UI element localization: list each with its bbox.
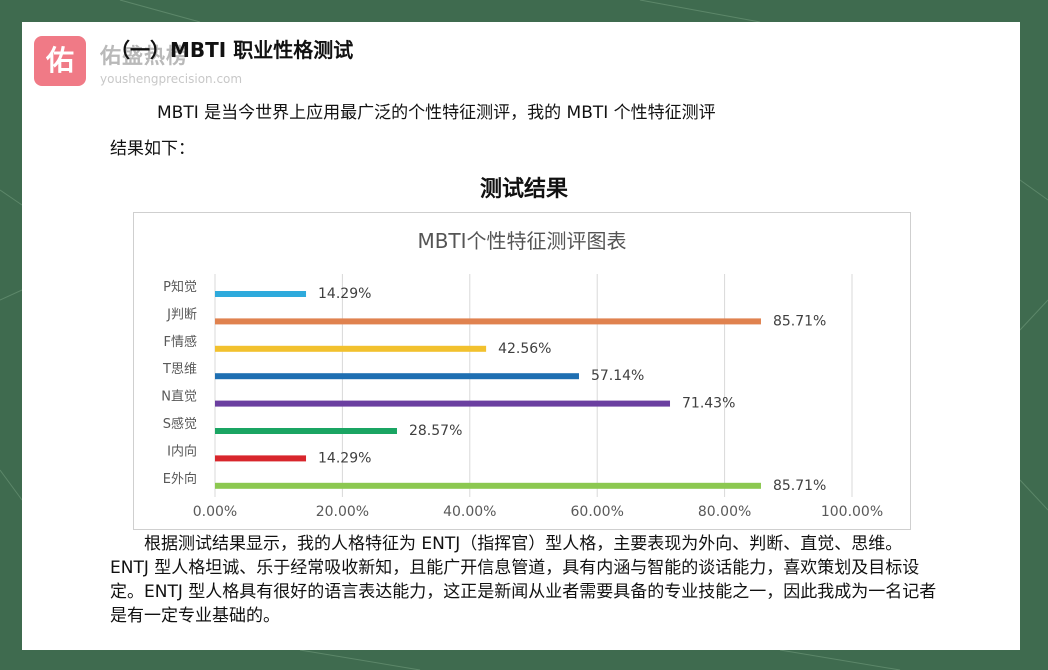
x-tick-label: 60.00%: [571, 504, 624, 520]
x-tick-label: 80.00%: [698, 504, 751, 520]
bar-value-label: 14.29%: [318, 286, 371, 302]
bar-value-label: 28.57%: [409, 423, 462, 439]
category-label: E外向: [163, 471, 197, 487]
bar: [215, 482, 761, 489]
chart-title: MBTI个性特征测评图表: [417, 229, 626, 253]
bar-value-label: 14.29%: [318, 450, 371, 466]
bar: [215, 400, 671, 407]
x-tick-label: 0.00%: [193, 504, 237, 520]
category-label: F情感: [164, 334, 197, 350]
chart-frame: [133, 212, 911, 530]
bar-value-label: 71.43%: [682, 396, 735, 412]
category-label: P知觉: [163, 279, 197, 295]
bar: [215, 291, 307, 297]
intro-line-2: 结果如下：: [110, 139, 195, 159]
conclusion-paragraph: 根据测试结果显示，我的人格特征为 ENTJ（指挥官）型人格，主要表现为外向、判断…: [110, 534, 937, 626]
bar: [215, 455, 307, 462]
x-tick-label: 100.00%: [821, 504, 883, 520]
bar: [215, 318, 761, 325]
mbti-bar-chart: MBTI个性特征测评图表 0.00% 20.00% 40.00% 60.00% 80.00…: [161, 229, 883, 520]
section-heading: （一）MBTI 职业性格测试: [110, 38, 354, 62]
watermark-url: youshengprecision.com: [100, 72, 243, 86]
intro-line-1: MBTI 是当今世界上应用最广泛的个性特征测评，我的 MBTI 个性特征测评: [157, 103, 716, 123]
watermark-name: 佑盛热榜: [100, 44, 188, 68]
bar: [215, 373, 579, 380]
category-label: J判断: [166, 307, 197, 322]
watermark-logo-icon: 佑: [34, 36, 86, 86]
bar: [215, 345, 487, 352]
x-tick-label: 20.00%: [316, 504, 369, 520]
chart-section-title: 测试结果: [479, 177, 568, 202]
bar-value-label: 85.71%: [773, 478, 826, 494]
category-label: S感觉: [163, 416, 197, 432]
bar-value-label: 57.14%: [591, 368, 644, 384]
bar: [215, 428, 397, 434]
category-label: N直觉: [161, 390, 197, 405]
bar-value-label: 85.71%: [773, 313, 826, 329]
bar-value-label: 42.56%: [498, 341, 551, 357]
x-tick-label: 40.00%: [443, 504, 496, 520]
category-label: T思维: [162, 362, 197, 377]
category-label: I内向: [167, 443, 197, 459]
